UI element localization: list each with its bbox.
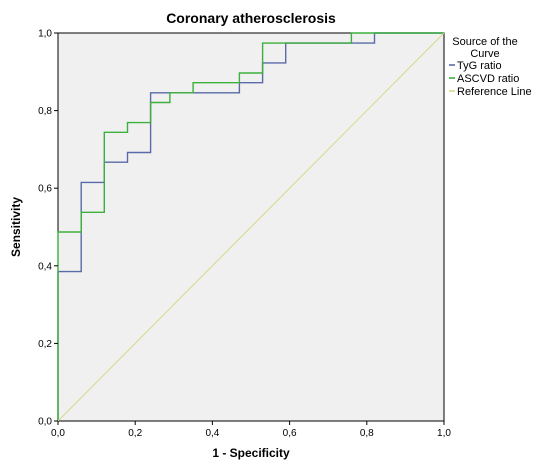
y-tick-label: 0,0 xyxy=(38,417,52,428)
x-tick-label: 0,6 xyxy=(283,428,297,439)
legend-label-ascvd-ratio: ASCVD ratio xyxy=(457,73,519,85)
x-tick-label: 0,4 xyxy=(205,428,219,439)
y-tick-label: 0,4 xyxy=(38,261,52,272)
chart-title: Coronary atherosclerosis xyxy=(166,10,336,26)
y-tick-label: 1,0 xyxy=(38,29,52,40)
legend-label-tyg-ratio: TyG ratio xyxy=(457,60,502,72)
series-layer xyxy=(57,32,445,422)
axis-layer: 0,0 0,2 0,4 0,6 0,8 1,0 0,0 0,2 0,4 0,6 0,8 1,0 xyxy=(38,29,451,440)
y-tick-label: 0,2 xyxy=(38,339,52,350)
y-tick-label: 0,8 xyxy=(38,106,52,117)
x-tick-label: 0,0 xyxy=(51,428,65,439)
y-tick-label: 0,6 xyxy=(38,184,52,195)
legend-title-line-2: Curve xyxy=(470,48,499,60)
x-tick-label: 0,8 xyxy=(360,428,374,439)
x-tick-label: 1,0 xyxy=(437,428,451,439)
legend-title-line-1: Source of the xyxy=(452,36,517,48)
series-line-reference-line xyxy=(57,32,445,422)
legend-label-reference-line: Reference Line xyxy=(457,86,532,98)
x-tick-label: 0,2 xyxy=(128,428,142,439)
x-axis-title: 1 - Specificity xyxy=(212,446,290,460)
y-axis-title: Sensitivity xyxy=(9,197,23,257)
series-line-ascvd-ratio xyxy=(57,32,444,421)
